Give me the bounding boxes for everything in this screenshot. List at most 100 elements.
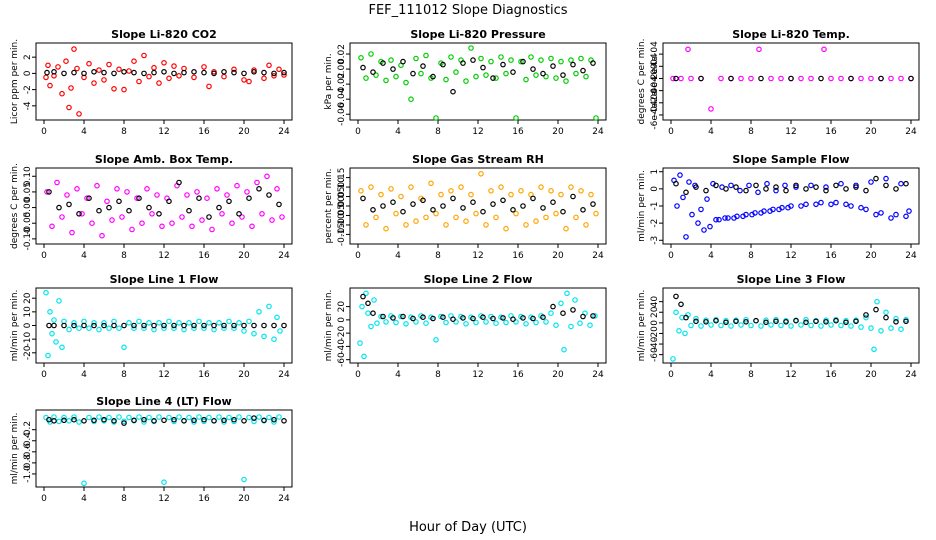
- panel-slope-li-820-co2-point: [76, 111, 82, 117]
- panel-slope-li-820-temp-point: [738, 75, 744, 82]
- panel-slope-line-3-flow-point: [798, 322, 804, 328]
- panel-slope-li-820-co2-point: [141, 52, 147, 59]
- panel-slope-line-2-flow-point: [500, 315, 506, 321]
- panel-slope-gas-stream-rh-point: [413, 218, 419, 225]
- panel-slope-li-820-pressure-point: [488, 58, 494, 65]
- panel-slope-line-2-flow-xtick-label: 24: [592, 370, 604, 380]
- panel-slope-line-2-flow-point: [380, 313, 386, 320]
- panel-slope-li-820-temp-point: [888, 75, 894, 82]
- panel-slope-li-820-co2-point: [231, 69, 237, 76]
- panel-slope-li-820-co2-point: [171, 63, 177, 69]
- panel-slope-amb-box-temp-ytick-label: -0.10: [23, 227, 33, 251]
- panel-slope-amb-box-temp-point: [259, 211, 265, 217]
- panel-slope-li-820-co2-point: [116, 66, 122, 73]
- panel-slope-sample-flow-point: [788, 203, 794, 209]
- panel-slope-li-820-pressure-point: [500, 61, 506, 68]
- panel-slope-line-2-flow-xtick-label: 0: [355, 370, 361, 380]
- panel-slope-line-1-flow-title: Slope Line 1 Flow: [110, 273, 219, 286]
- panel-slope-line-2-flow-point: [400, 313, 406, 320]
- panel-slope-li-820-pressure-xtick-label: 8: [435, 127, 441, 137]
- panel-slope-line-1-flow-ylabel: ml/min per min.: [10, 290, 20, 362]
- panel-slope-line-2-flow-point: [370, 310, 376, 317]
- panel-slope-line-1-flow-point: [201, 322, 207, 329]
- panel-slope-amb-box-temp-point: [204, 195, 210, 202]
- panel-slope-li-820-co2-point: [96, 67, 102, 73]
- panel-slope-li-820-co2-series-red: [43, 46, 287, 117]
- panel-slope-line-2-flow-point: [359, 303, 365, 310]
- panel-slope-line-1-flow-point: [251, 330, 257, 337]
- panel-slope-gas-stream-rh-point: [563, 225, 569, 232]
- panel-slope-amb-box-temp-point: [46, 189, 52, 195]
- panel-slope-amb-box-temp-point: [99, 232, 105, 239]
- panel-slope-line-1-flow-point: [277, 328, 283, 334]
- panel-slope-li-820-temp-point: [748, 75, 754, 82]
- panel-slope-line-3-flow-point: [903, 318, 909, 325]
- panel-slope-li-820-co2-point: [246, 78, 252, 85]
- panel-slope-li-820-co2-point: [141, 70, 147, 77]
- panel-slope-sample-flow-point: [703, 187, 709, 194]
- panel-slope-li-820-co2-point: [45, 62, 51, 69]
- panel-slope-gas-stream-rh-ytick-label: 0.10: [337, 177, 347, 197]
- panel-slope-line-4-lt-flow-ylabel: ml/min per min.: [10, 413, 20, 485]
- panel-slope-li-820-temp-point: [673, 75, 679, 82]
- panel-slope-li-820-temp-series-primary_series: [673, 75, 914, 82]
- panel-slope-sample-flow-title: Slope Sample Flow: [732, 153, 849, 166]
- panel-slope-sample-flow-point: [773, 184, 779, 190]
- panel-slope-line-3-flow-point: [893, 318, 899, 325]
- panel-slope-li-820-pressure-point: [590, 60, 596, 66]
- panel-slope-line-1-flow-point: [131, 325, 137, 332]
- panel-slope-sample-flow-frame: [662, 167, 920, 245]
- panel-slope-line-1-flow-point: [216, 319, 222, 326]
- panel-slope-li-820-temp-xtick-label: 4: [708, 127, 714, 137]
- panel-slope-line-2-flow-point: [473, 319, 479, 326]
- panel-slope-line-4-lt-flow-point: [106, 414, 112, 421]
- panel-slope-sample-flow-point: [883, 182, 889, 189]
- panel-slope-gas-stream-rh-point: [378, 191, 384, 198]
- panel-slope-line-1-flow-point: [59, 344, 65, 351]
- panel-slope-sample-flow-point: [808, 182, 814, 189]
- panel-slope-li-820-pressure-point: [543, 73, 549, 80]
- panel-slope-sample-flow-series-primary_series: [673, 175, 909, 196]
- panel-slope-li-820-pressure-point: [538, 57, 544, 63]
- panel-slope-sample-flow-point: [683, 234, 689, 240]
- panel-slope-line-1-flow-point: [176, 319, 182, 326]
- panel-slope-li-820-co2-point: [176, 73, 182, 79]
- panel-slope-line-2-flow-xtick-label: 20: [552, 370, 564, 380]
- panel-slope-li-820-pressure-point: [460, 60, 466, 66]
- panel-slope-line-1-flow-point: [136, 318, 142, 325]
- panel-slope-gas-stream-rh-point: [368, 184, 374, 190]
- panel-slope-line-2-flow-series-primary_series: [360, 293, 596, 323]
- panel-slope-line-4-lt-flow-point: [161, 479, 167, 486]
- panel-slope-line-2-flow-point: [561, 346, 567, 353]
- panel-slope-li-820-co2-point: [271, 70, 277, 77]
- panel-slope-line-1-flow-point: [86, 325, 92, 332]
- panel-slope-line-3-flow-point: [676, 327, 682, 334]
- panel-slope-li-820-co2-point: [281, 69, 287, 76]
- panel-slope-li-820-co2-point: [43, 74, 49, 81]
- panel-slope-li-820-co2-point: [51, 69, 57, 75]
- panel-slope-gas-stream-rh-point: [363, 222, 369, 228]
- panel-slope-gas-stream-rh-ytick-label: -0.10: [337, 213, 347, 237]
- panel-slope-line-1-flow-point: [51, 317, 57, 323]
- panel-slope-sample-flow-point: [779, 204, 785, 211]
- panel-slope-line-2-flow-point: [440, 314, 446, 321]
- panel-slope-line-2-flow-point: [420, 314, 426, 321]
- panel-slope-li-820-co2-point: [206, 83, 212, 90]
- panel-slope-li-820-co2-xtick-label: 0: [41, 127, 47, 137]
- panel-slope-sample-flow-point: [898, 180, 904, 187]
- panel-slope-line-1-flow-point: [201, 325, 207, 332]
- panel-slope-line-4-lt-flow-point: [81, 480, 87, 487]
- panel-slope-li-820-co2-point: [231, 66, 237, 73]
- panel-slope-li-820-co2-point: [71, 46, 77, 52]
- panel-slope-line-2-flow-point: [383, 319, 389, 325]
- panel-slope-line-3-flow-point: [871, 346, 877, 353]
- panel-slope-line-3-flow-point: [753, 317, 759, 324]
- panel-slope-line-2-flow-point: [360, 293, 366, 300]
- panel-slope-gas-stream-rh-point: [448, 188, 454, 194]
- panel-slope-line-2-flow-point: [503, 319, 509, 326]
- panel-slope-li-820-temp-ytick-label: 2e-04: [650, 53, 660, 79]
- panel-slope-sample-flow-xtick-label: 0: [668, 251, 674, 261]
- panel-slope-gas-stream-rh-point: [493, 214, 499, 221]
- panel-slope-line-3-flow-point: [873, 306, 879, 313]
